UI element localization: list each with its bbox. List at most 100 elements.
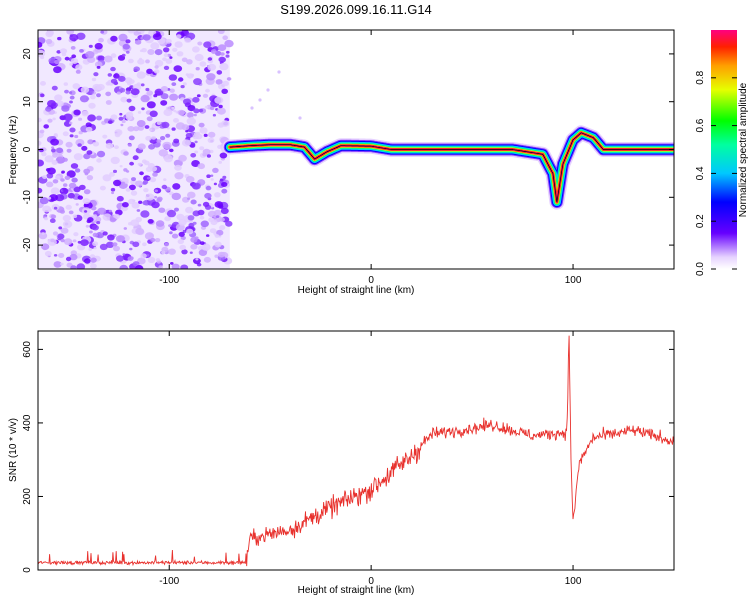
noise-speck xyxy=(145,59,150,64)
noise-speck xyxy=(73,109,81,116)
noise-speck xyxy=(114,132,121,138)
noise-speckle xyxy=(38,30,234,269)
noise-speck xyxy=(65,204,72,210)
noise-speck xyxy=(197,41,203,46)
noise-speck xyxy=(190,244,198,250)
noise-speck xyxy=(120,123,124,127)
noise-speck xyxy=(139,49,144,53)
spec-ytick-label: 10 xyxy=(22,96,33,108)
noise-speck xyxy=(165,58,173,64)
noise-speck xyxy=(208,217,215,222)
noise-speck xyxy=(52,117,56,121)
noise-speck xyxy=(142,181,147,185)
noise-speck xyxy=(174,172,184,180)
noise-speck xyxy=(53,66,62,74)
noise-speck xyxy=(169,231,173,235)
noise-speck xyxy=(85,126,93,133)
noise-speck xyxy=(110,187,116,192)
noise-speck xyxy=(149,110,158,118)
noise-speck xyxy=(219,152,228,159)
noise-speck xyxy=(87,139,94,145)
noise-speck xyxy=(43,124,49,129)
snr-ytick-label: 200 xyxy=(22,488,33,505)
noise-speck xyxy=(70,163,79,169)
noise-speck xyxy=(222,35,228,40)
noise-speck xyxy=(65,141,73,148)
noise-speck xyxy=(174,41,183,48)
noise-speck xyxy=(218,104,223,109)
noise-speck xyxy=(147,49,155,55)
noise-speck xyxy=(123,168,128,172)
noise-speck xyxy=(80,86,90,94)
spec-xtick-label: 0 xyxy=(368,275,374,286)
noise-speck xyxy=(225,54,230,58)
noise-speck xyxy=(87,114,96,122)
noise-speck xyxy=(199,61,207,67)
noise-speck xyxy=(39,129,45,134)
noise-speck xyxy=(107,234,115,241)
noise-speck xyxy=(193,113,197,117)
noise-speck xyxy=(122,202,129,208)
noise-speck xyxy=(145,166,153,172)
stray-speck xyxy=(266,88,270,92)
noise-speck xyxy=(38,41,43,48)
noise-speck xyxy=(213,182,217,186)
noise-speck xyxy=(99,185,106,191)
noise-speck xyxy=(38,140,42,146)
noise-speck xyxy=(113,73,120,79)
noise-speck xyxy=(41,151,47,157)
noise-speck xyxy=(69,100,73,104)
noise-speck xyxy=(218,56,226,63)
noise-speck xyxy=(165,133,171,138)
noise-speck xyxy=(88,44,93,48)
noise-speck xyxy=(194,150,199,154)
noise-speck xyxy=(203,133,208,137)
noise-speck xyxy=(155,258,161,262)
noise-speck xyxy=(126,50,130,54)
noise-speck xyxy=(83,153,91,160)
noise-speck xyxy=(193,257,201,265)
noise-speck xyxy=(214,96,224,104)
noise-speck xyxy=(206,73,216,81)
noise-speck xyxy=(64,56,70,61)
noise-speck xyxy=(88,102,96,109)
noise-speck xyxy=(212,167,219,173)
noise-speck xyxy=(163,65,170,70)
noise-speck xyxy=(145,135,152,141)
noise-speck xyxy=(116,91,121,95)
noise-speck xyxy=(113,179,122,187)
noise-speck xyxy=(39,197,49,205)
noise-speck xyxy=(158,149,168,157)
noise-speck xyxy=(63,238,73,246)
noise-speck xyxy=(75,69,81,74)
noise-speck xyxy=(75,64,83,71)
noise-speck xyxy=(192,221,197,225)
noise-speck xyxy=(194,140,198,144)
noise-speck xyxy=(128,135,135,141)
noise-speck xyxy=(68,182,77,189)
noise-speck xyxy=(49,194,58,202)
noise-speck xyxy=(146,90,153,96)
noise-speck xyxy=(94,61,103,68)
noise-speck xyxy=(178,219,187,226)
noise-speck xyxy=(44,250,52,257)
noise-speck xyxy=(173,138,180,144)
noise-speck xyxy=(63,113,73,122)
noise-speck xyxy=(144,232,154,240)
noise-speck xyxy=(210,174,214,177)
noise-speck xyxy=(168,248,176,255)
noise-speck xyxy=(210,178,214,181)
noise-speck xyxy=(89,90,94,94)
noise-speck xyxy=(160,100,168,106)
noise-speck xyxy=(69,127,76,133)
noise-speck xyxy=(85,51,95,59)
noise-speck xyxy=(152,172,158,177)
noise-speck xyxy=(38,93,41,97)
noise-speck xyxy=(79,95,89,103)
noise-speck xyxy=(116,195,124,202)
noise-speck xyxy=(130,190,138,196)
noise-speck xyxy=(154,189,158,193)
noise-speck xyxy=(129,161,135,166)
noise-speck xyxy=(198,122,205,128)
